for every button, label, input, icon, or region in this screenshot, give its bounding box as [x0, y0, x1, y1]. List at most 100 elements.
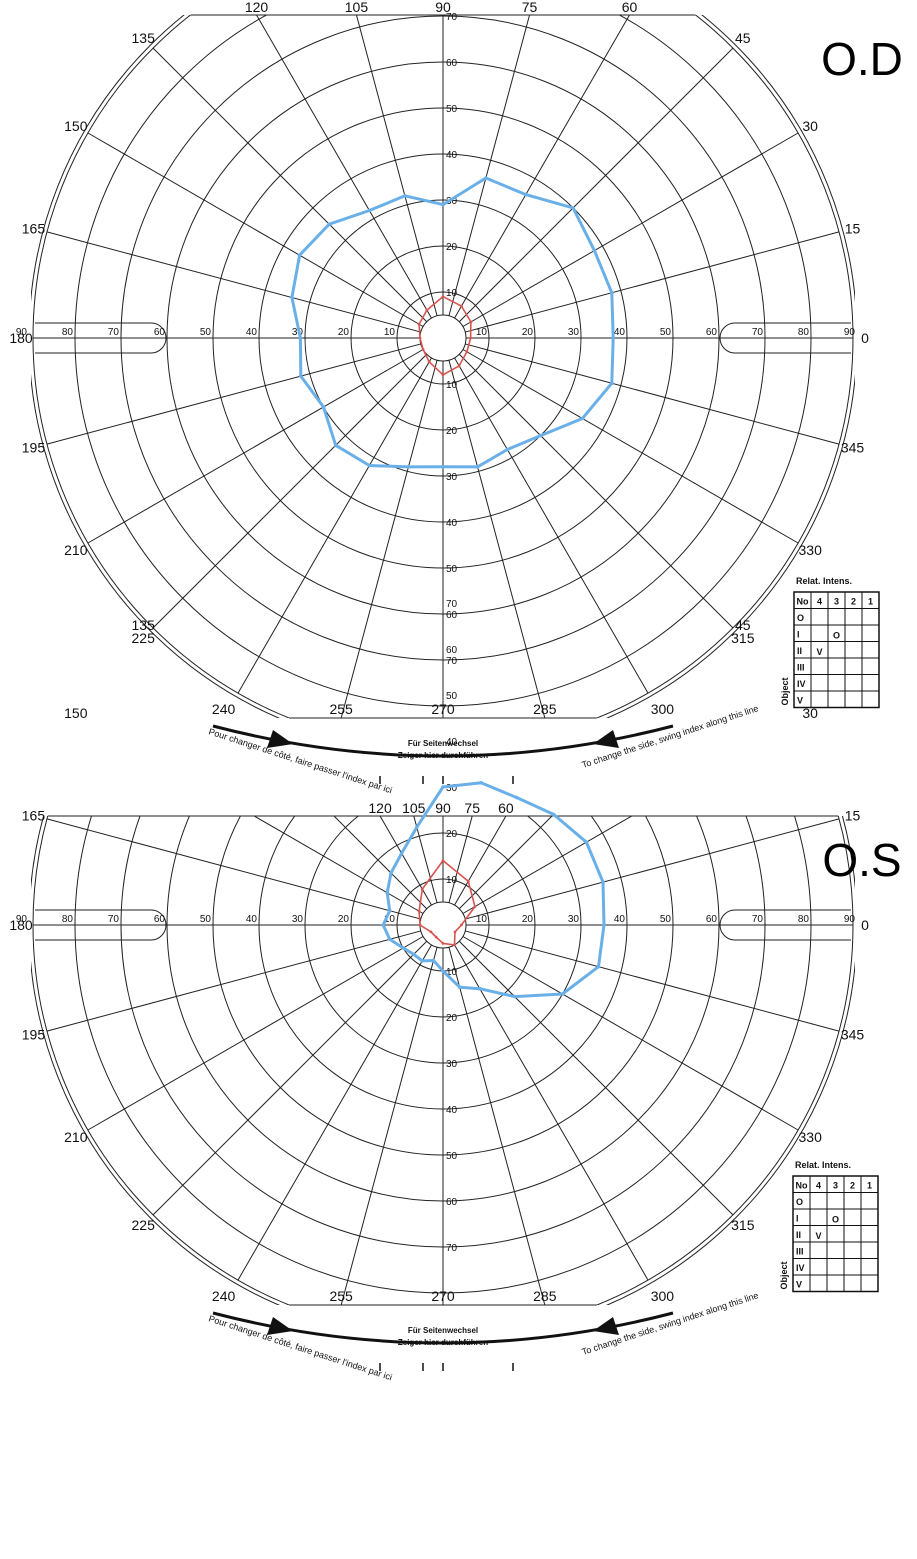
- angle-label-285: 285: [533, 1288, 557, 1304]
- isopter-II-4: [292, 178, 613, 467]
- angle-label-45: 45: [735, 617, 751, 633]
- note-center-2: Zeiger hier durchführen: [398, 1338, 488, 1347]
- isopter-point-I-3-270: [442, 942, 445, 945]
- radius-label-right-20: 20: [522, 914, 534, 925]
- isopter-point-II-4-210: [401, 946, 405, 950]
- isopter-point-II-4-0: [602, 923, 606, 927]
- legend-row-header-IV: IV: [796, 1263, 805, 1273]
- angle-label-315: 315: [731, 1217, 755, 1233]
- legend-col-header-4: 4: [816, 1181, 821, 1191]
- legend-col-header-1: 1: [867, 1181, 872, 1191]
- isopter-point-I-3-240: [428, 361, 431, 364]
- angle-label-270: 270: [431, 1288, 455, 1304]
- legend-col-header-3: 3: [834, 597, 839, 607]
- meridian-285: [449, 947, 549, 1321]
- meridian-285: [449, 360, 549, 734]
- meridian-195: [47, 931, 421, 1031]
- angle-label-330: 330: [799, 1129, 823, 1145]
- legend-col-header-2: 2: [850, 1181, 855, 1191]
- meridian-105: [337, 0, 437, 316]
- ring-5: [420, 902, 466, 948]
- isopter-point-I-3-180: [419, 337, 422, 340]
- isopter-point-II-4-120: [368, 209, 372, 213]
- radius-label-left-40: 40: [246, 914, 258, 925]
- angle-label-150: 150: [64, 118, 88, 134]
- angle-label-270: 270: [431, 701, 455, 717]
- radius-label-up-50: 50: [446, 104, 458, 115]
- meridian-255: [337, 360, 437, 734]
- radius-label-right-90: 90: [844, 914, 856, 925]
- isopter-point-II-4-105: [403, 194, 407, 198]
- legend-col-header-No: No: [797, 597, 809, 607]
- angle-label-345: 345: [841, 1027, 865, 1043]
- angle-label-210: 210: [64, 542, 88, 558]
- angle-label-15: 15: [845, 807, 861, 823]
- isopter-point-II-4-15: [610, 291, 614, 295]
- angle-label-300: 300: [651, 1288, 675, 1304]
- radius-label-left-60: 60: [154, 327, 166, 338]
- isopter-point-II-4-270: [441, 465, 445, 469]
- isopter-point-I-3-180: [419, 924, 422, 927]
- legend-mark-I-3: O: [833, 631, 840, 641]
- ring-5: [420, 315, 466, 361]
- isopter-point-II-4-195: [388, 938, 392, 942]
- isopter-point-II-4-345: [610, 381, 614, 385]
- radius-label-right-80: 80: [798, 327, 810, 338]
- isopter-point-I-3-330: [454, 931, 457, 934]
- isopter-point-II-4-150: [298, 253, 302, 257]
- legend-row-header-II: II: [796, 1230, 801, 1240]
- angle-label-120: 120: [245, 0, 269, 15]
- isopter-point-II-4-120: [400, 852, 404, 856]
- isopter-point-I-3-330: [466, 350, 469, 353]
- isopter-point-II-4-345: [597, 965, 601, 969]
- note-center-1: Für Seitenwechsel: [408, 1326, 478, 1335]
- isopter-point-II-4-300: [506, 448, 510, 452]
- radius-label-left-60: 60: [154, 914, 166, 925]
- angle-label-165: 165: [22, 220, 46, 236]
- isopter-point-II-4-255: [432, 959, 436, 963]
- isopter-point-I-3-0: [460, 924, 463, 927]
- radius-label-left-20: 20: [338, 327, 350, 338]
- isopter-point-I-3-30: [470, 321, 473, 324]
- legend-row-header-III: III: [796, 1247, 804, 1257]
- isopter-point-I-3-300: [458, 365, 461, 368]
- angle-label-15: 15: [845, 220, 861, 236]
- legend-row-axis-label: Object: [780, 677, 790, 705]
- radius-label-up-70: 70: [446, 12, 458, 23]
- legend-mark-II-4: V: [816, 647, 822, 657]
- radius-label-up-20: 20: [446, 829, 458, 840]
- meridian-75: [449, 0, 549, 316]
- radius-label-down-70: 70: [446, 1243, 458, 1254]
- radius-label-down-40: 40: [446, 1105, 458, 1116]
- isopter-point-II-4-315: [539, 434, 543, 438]
- radius-label-right-40: 40: [614, 914, 626, 925]
- meridian-240: [238, 358, 432, 693]
- angle-label-45: 45: [735, 30, 751, 46]
- isopter-point-I-3-120: [421, 888, 424, 891]
- perimetry-chart-od: 0153045607590105120135150165180195210225…: [9, 0, 903, 795]
- meridian-300: [455, 358, 649, 693]
- legend-col-header-No: No: [796, 1181, 808, 1191]
- angle-label-90: 90: [435, 800, 451, 816]
- radius-label-down-10: 10: [446, 380, 458, 391]
- isopter-point-II-4-210: [322, 405, 326, 409]
- meridian-315: [459, 941, 733, 1215]
- radius-label-down-70: 70: [446, 656, 458, 667]
- meridian-330: [463, 937, 798, 1131]
- right-arrow-icon: [593, 1317, 619, 1335]
- radius-label-left-70: 70: [108, 914, 120, 925]
- isopter-point-II-4-150: [385, 891, 389, 895]
- isopter-point-I-3-0: [469, 337, 472, 340]
- legend-row-header-IV: IV: [797, 679, 806, 689]
- radius-label-down-30: 30: [446, 472, 458, 483]
- radius-label-right-40: 40: [614, 327, 626, 338]
- meridian-165: [47, 819, 421, 919]
- legend-row-header-I: I: [796, 1214, 799, 1224]
- isopter-point-I-3-210: [430, 931, 433, 934]
- isopter-point-I-3-150: [418, 323, 421, 326]
- meridian-255: [337, 947, 437, 1321]
- isopter-point-II-4-135: [389, 871, 393, 875]
- meridian-210: [88, 937, 423, 1131]
- isopter-point-II-4-0: [611, 336, 615, 340]
